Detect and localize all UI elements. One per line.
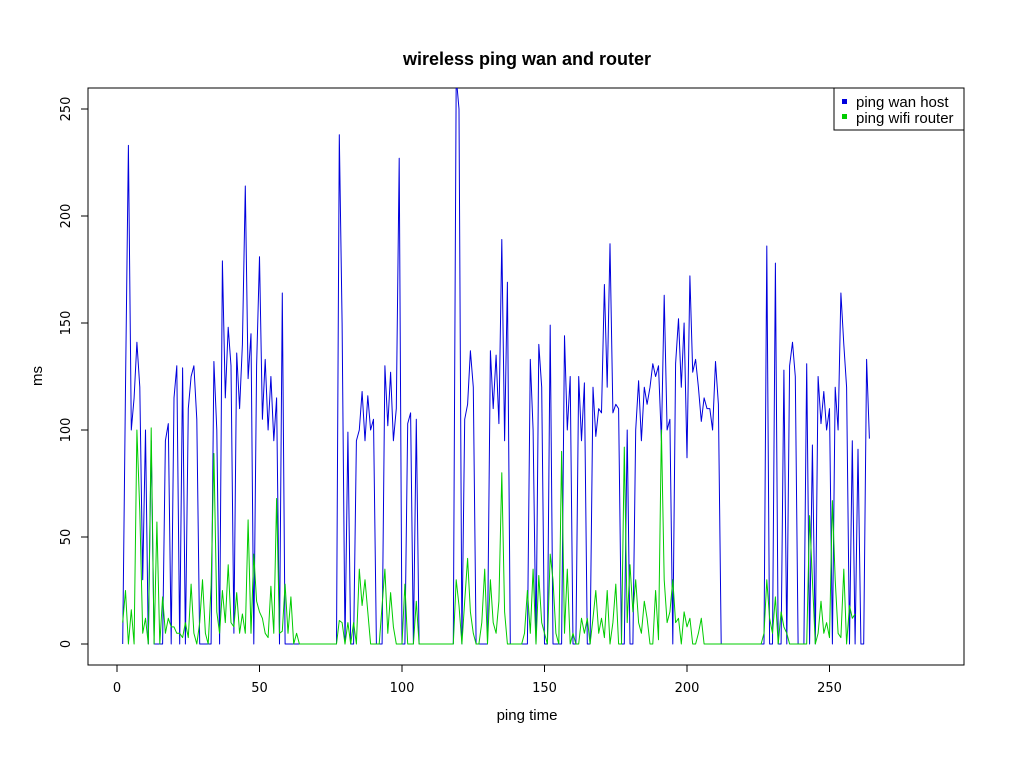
x-axis-label: ping time [497, 707, 558, 724]
legend-label-wan: ping wan host [856, 94, 949, 111]
y-axis: 0 50 100 150 200 250 [59, 97, 89, 648]
legend-box [833, 87, 965, 131]
legend: ping wan host ping wifi router [833, 87, 965, 131]
x-tick-label-150: 150 [532, 681, 557, 696]
y-tick-label-150: 150 [59, 311, 74, 336]
chart-title: wireless ping wan and router [402, 49, 651, 69]
x-tick-label-250: 250 [817, 681, 842, 696]
x-tick-label-0: 0 [113, 681, 121, 696]
legend-label-router: ping wifi router [856, 110, 954, 127]
legend-swatch-wan [842, 99, 847, 104]
x-axis: 0 50 100 150 200 250 [113, 664, 842, 696]
y-tick-label-50: 50 [59, 529, 74, 546]
x-tick-label-100: 100 [390, 681, 415, 696]
series-line-wifi-router [122, 427, 856, 645]
series-layer [122, 88, 870, 645]
legend-swatch-router [842, 114, 847, 119]
y-tick-label-100: 100 [59, 418, 74, 443]
y-tick-label-0: 0 [59, 640, 74, 648]
x-tick-label-200: 200 [675, 681, 700, 696]
y-axis-label: ms [29, 366, 46, 386]
y-tick-label-200: 200 [59, 204, 74, 229]
x-tick-label-50: 50 [251, 681, 268, 696]
y-tick-label-250: 250 [59, 97, 74, 122]
